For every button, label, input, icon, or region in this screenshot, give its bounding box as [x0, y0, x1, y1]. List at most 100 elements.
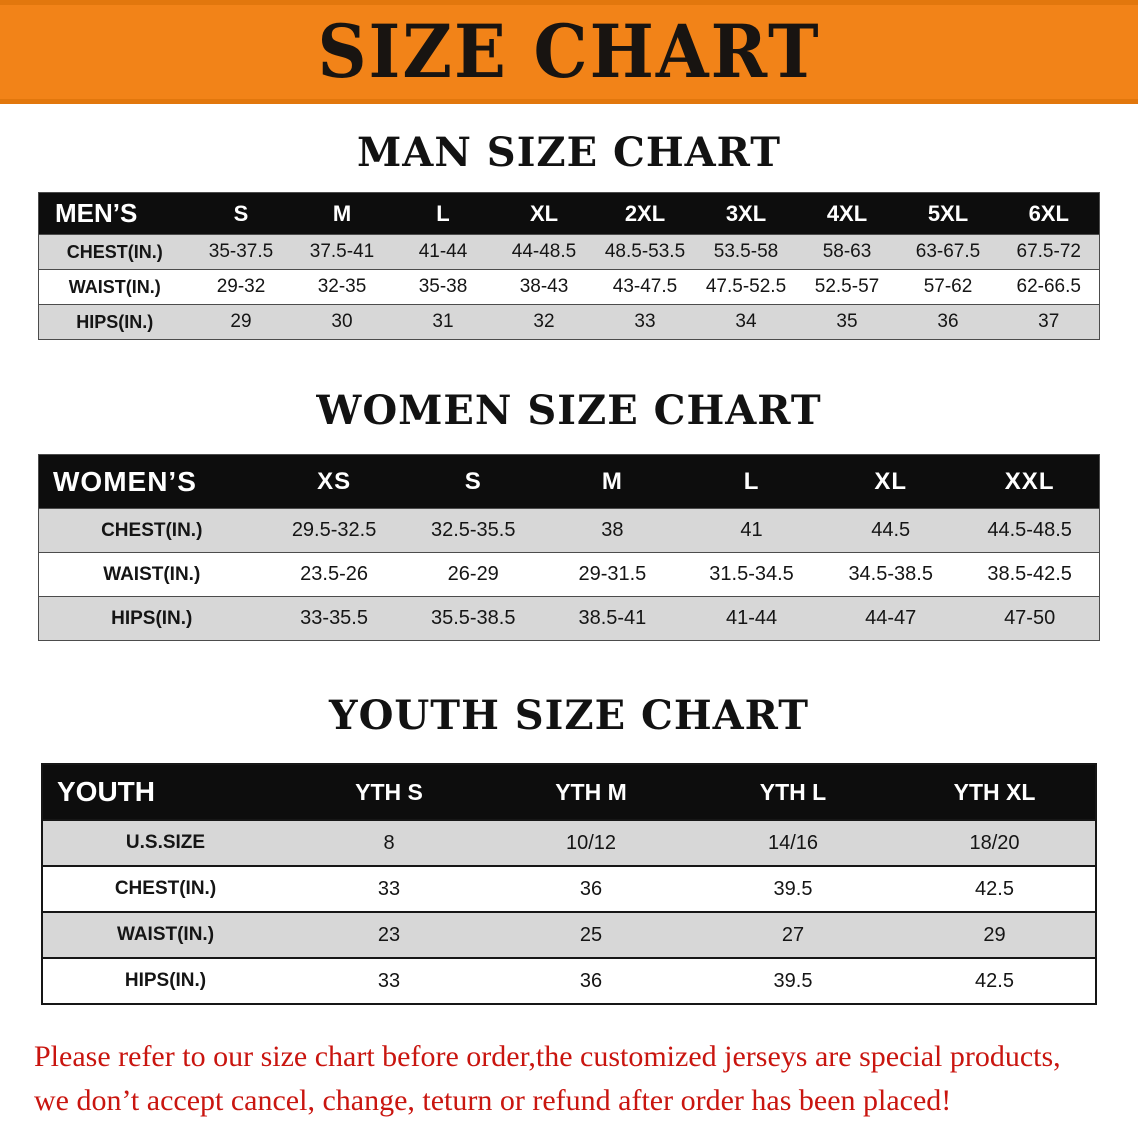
table-cell: 18/20 [969, 831, 1020, 854]
table-cell: 29-31.5 [578, 563, 647, 585]
row-label: WAIST(IN.) [103, 563, 201, 585]
size-column-header: XXL [960, 454, 1100, 509]
table-cell: 35-37.5 [208, 241, 274, 262]
table-cell: 38-43 [519, 276, 569, 297]
table-cell: 23.5-26 [300, 563, 368, 585]
row-label: HIPS(IN.) [111, 607, 193, 629]
table-row: WAIST(IN.) 23.5-26 26-29 29-31.5 31.5-34.5 34… [38, 552, 1100, 597]
table-cell: 10/12 [565, 831, 617, 854]
size-column-header: YTH M [490, 764, 692, 820]
table-cell: 33 [377, 877, 401, 900]
table-cell: 38.5-41 [578, 607, 647, 629]
size-column-header: S [403, 454, 543, 509]
men-size-section: MAN SIZE CHART MEN’S S M L XL 2XL 3XL 4XL 5XL 6XL… [0, 130, 1138, 340]
size-column-header: YTH S [288, 764, 490, 820]
table-cell: 37 [1038, 311, 1060, 332]
table-cell: 53.5-58 [713, 241, 779, 262]
size-column-header: L [392, 192, 494, 235]
women-section-title: WOMEN SIZE CHART [316, 387, 822, 434]
table-cell: 29.5-32.5 [291, 519, 377, 541]
table-row: WAIST(IN.) 29-32 32-35 35-38 38-43 43-47.5 47.… [38, 269, 1100, 305]
size-column-header: 5XL [897, 192, 999, 235]
table-cell: 47.5-52.5 [705, 276, 787, 297]
men-size-table: MEN’S S M L XL 2XL 3XL 4XL 5XL 6XL CHEST(IN.) 35-37… [38, 192, 1100, 340]
table-cell: 32.5-35.5 [430, 519, 516, 541]
women-size-section: WOMEN SIZE CHART WOMEN’S XS S M L XL XXL CHEST(… [0, 388, 1138, 641]
youth-section-title: YOUTH SIZE CHART [329, 692, 809, 739]
table-cell: 31 [432, 311, 454, 332]
table-cell: 8 [383, 831, 395, 854]
table-cell: 37.5-41 [309, 241, 375, 262]
size-column-header: 3XL [695, 192, 797, 235]
table-cell: 32-35 [317, 276, 367, 297]
notice-line-1: Please refer to our size chart before or… [34, 1040, 1061, 1073]
table-cell: 30 [331, 311, 353, 332]
row-label: CHEST(IN.) [114, 878, 217, 899]
row-label: HIPS(IN.) [124, 970, 207, 991]
table-cell: 32 [533, 311, 555, 332]
table-cell: 33 [634, 311, 656, 332]
table-cell: 33 [377, 969, 401, 992]
table-header-row: WOMEN’S XS S M L XL XXL [38, 454, 1100, 509]
table-cell: 44-47 [865, 607, 917, 629]
table-cell: 35.5-38.5 [430, 607, 516, 629]
table-cell: 36 [579, 969, 603, 992]
size-column-header: L [681, 454, 822, 509]
size-column-header: XL [821, 454, 961, 509]
table-cell: 39.5 [773, 877, 813, 900]
table-cell: 27 [781, 923, 805, 946]
order-notice: Please refer to our size chart before or… [34, 1035, 1104, 1122]
size-column-header: M [542, 454, 682, 509]
table-corner-label: YOUTH [42, 764, 288, 820]
table-cell: 42.5 [975, 877, 1014, 900]
table-cell: 42.5 [975, 969, 1014, 992]
table-cell: 57-62 [923, 276, 973, 297]
size-column-header: XS [264, 454, 404, 509]
table-cell: 39.5 [773, 969, 813, 992]
table-cell: 36 [937, 311, 959, 332]
size-column-header: S [190, 192, 292, 235]
table-cell: 34 [735, 311, 757, 332]
table-row: CHEST(IN.) 33 36 39.5 42.5 [42, 866, 1096, 912]
table-cell: 29 [983, 923, 1006, 946]
table-cell: 44.5-48.5 [987, 519, 1072, 541]
table-cell: 41-44 [725, 607, 778, 629]
size-column-header: YTH L [692, 764, 894, 820]
table-cell: 44-48.5 [511, 241, 577, 262]
table-row: CHEST(IN.) 29.5-32.5 32.5-35.5 38 41 44.5 44.5… [38, 508, 1100, 553]
table-cell: 43-47.5 [612, 276, 678, 297]
table-cell: 41-44 [418, 241, 468, 262]
women-size-table: WOMEN’S XS S M L XL XXL CHEST(IN.) 29.5-32.5 32.5… [38, 454, 1100, 641]
table-cell: 35 [836, 311, 858, 332]
size-column-header: 2XL [594, 192, 696, 235]
table-cell: 14/16 [767, 831, 819, 854]
table-cell: 41 [740, 519, 763, 541]
table-cell: 38.5-42.5 [987, 563, 1072, 585]
row-label: CHEST(IN.) [101, 519, 203, 541]
size-column-header: M [291, 192, 393, 235]
table-header-row: YOUTH YTH S YTH M YTH L YTH XL [42, 764, 1096, 820]
table-cell: 63-67.5 [915, 241, 981, 262]
table-cell: 26-29 [447, 563, 499, 585]
row-label: WAIST(IN.) [116, 924, 215, 945]
table-cell: 62-66.5 [1016, 276, 1081, 297]
row-label: CHEST(IN.) [66, 241, 163, 262]
table-corner-label: MEN’S [38, 192, 191, 235]
size-column-header: XL [493, 192, 595, 235]
table-row: WAIST(IN.) 23 25 27 29 [42, 912, 1096, 958]
table-cell: 33-35.5 [300, 607, 368, 629]
table-cell: 31.5-34.5 [709, 563, 794, 585]
table-row: CHEST(IN.) 35-37.5 37.5-41 41-44 44-48.5 48.5… [38, 234, 1100, 270]
table-cell: 44.5 [871, 519, 911, 541]
table-cell: 38 [601, 519, 624, 541]
table-cell: 67.5-72 [1016, 241, 1081, 262]
table-cell: 35-38 [418, 276, 468, 297]
table-cell: 58-63 [822, 241, 872, 262]
table-cell: 34.5-38.5 [848, 563, 933, 585]
table-cell: 29 [230, 311, 252, 332]
table-row: HIPS(IN.) 29 30 31 32 33 34 35 36 37 [38, 304, 1100, 340]
men-section-title: MAN SIZE CHART [357, 129, 781, 176]
table-row: HIPS(IN.) 33 36 39.5 42.5 [42, 958, 1096, 1004]
table-cell: 47-50 [1004, 607, 1056, 629]
youth-size-table: YOUTH YTH S YTH M YTH L YTH XL U.S.SIZE 8 10/12… [41, 763, 1097, 1005]
